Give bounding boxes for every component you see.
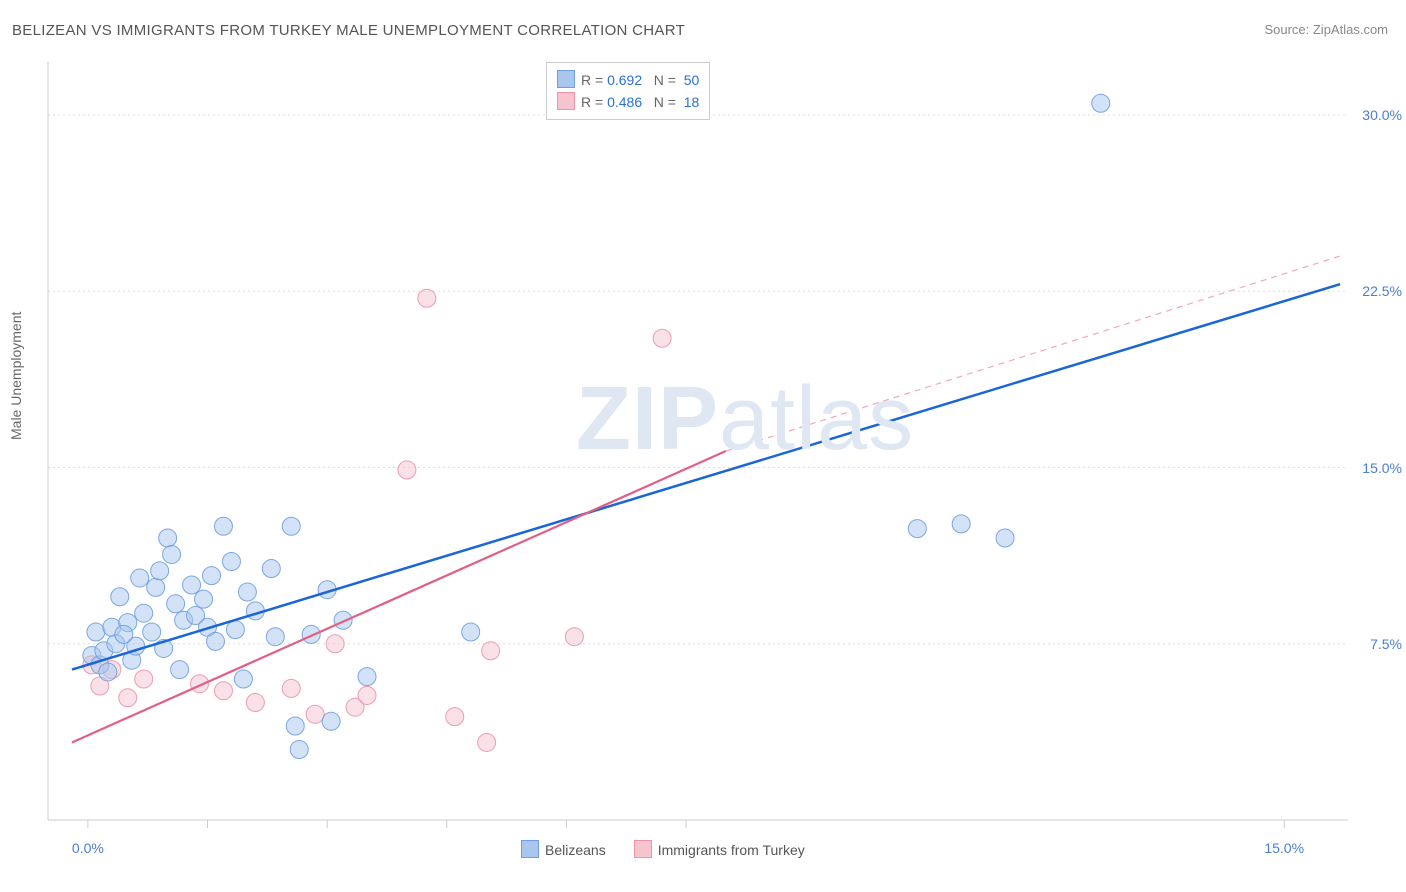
legend-stat-row: R = 0.486 N = 18 bbox=[557, 91, 699, 113]
legend-item: Immigrants from Turkey bbox=[634, 842, 805, 858]
chart-container: BELIZEAN VS IMMIGRANTS FROM TURKEY MALE … bbox=[0, 0, 1406, 892]
legend-series: Belizeans Immigrants from Turkey bbox=[521, 840, 833, 858]
chart-title: BELIZEAN VS IMMIGRANTS FROM TURKEY MALE … bbox=[12, 22, 685, 39]
plot-svg bbox=[46, 58, 1356, 828]
y-axis-label: Male Unemployment bbox=[8, 312, 24, 440]
x-tick-label: 15.0% bbox=[1264, 840, 1304, 856]
legend-stats-box: R = 0.692 N = 50R = 0.486 N = 18 bbox=[546, 62, 710, 120]
legend-stat-row: R = 0.692 N = 50 bbox=[557, 69, 699, 91]
y-tick-label: 7.5% bbox=[1370, 636, 1402, 652]
y-tick-label: 15.0% bbox=[1362, 460, 1402, 476]
y-tick-label: 30.0% bbox=[1362, 107, 1402, 123]
x-tick-label: 0.0% bbox=[72, 840, 104, 856]
source-label: Source: ZipAtlas.com bbox=[1264, 22, 1388, 37]
legend-item: Belizeans bbox=[521, 842, 606, 858]
plot-area: ZIPatlas R = 0.692 N = 50R = 0.486 N = 1… bbox=[46, 58, 1356, 828]
y-tick-label: 22.5% bbox=[1362, 283, 1402, 299]
